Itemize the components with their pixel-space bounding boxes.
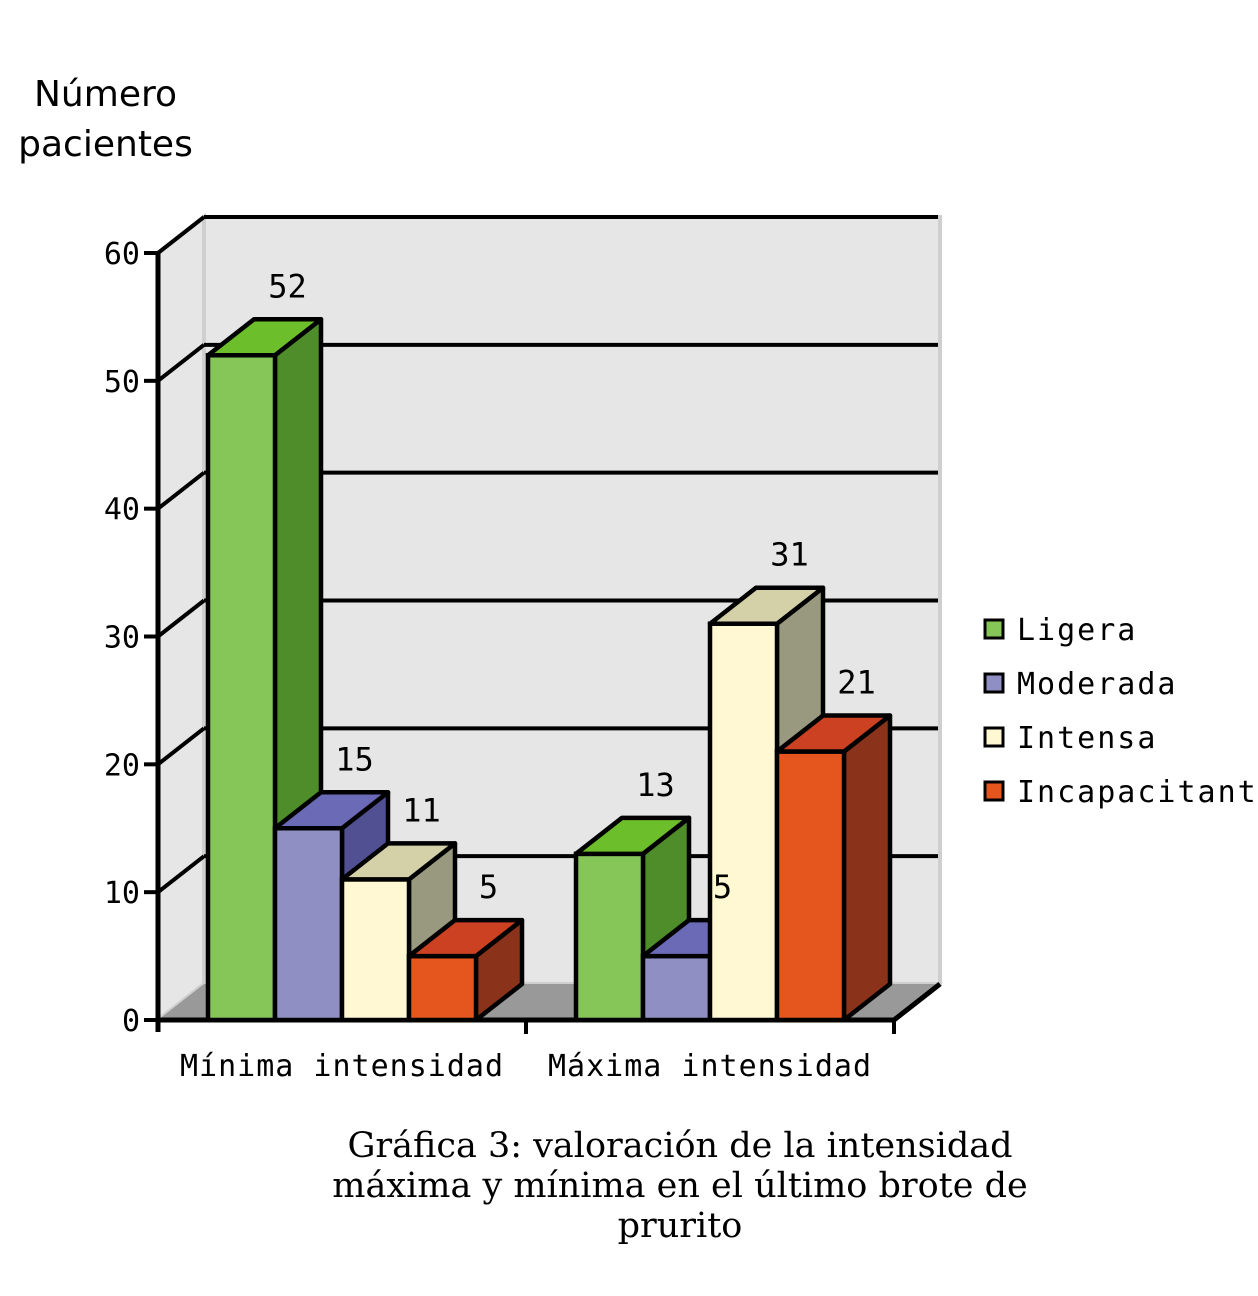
bar <box>774 713 893 1023</box>
y-tick-label: 20 <box>104 748 140 783</box>
bar-top <box>339 841 458 882</box>
gridline-side <box>156 854 206 894</box>
y-tick-label: 50 <box>104 365 140 400</box>
y-tick-label: 0 <box>122 1004 140 1039</box>
gridline-side <box>156 726 206 766</box>
legend-label: Moderada <box>1017 667 1178 702</box>
data-label: 21 <box>837 664 876 702</box>
y-tick-label: 30 <box>104 621 140 656</box>
gridline-side <box>156 598 206 639</box>
caption-line-2: máxima y mínima en el último brote de <box>332 1166 1028 1206</box>
bar-top <box>774 713 893 754</box>
y-axis-label-line-2: pacientes <box>18 124 193 165</box>
bar-front <box>640 953 713 1023</box>
bar-front <box>774 749 847 1023</box>
bar-top <box>272 790 391 831</box>
legend-item: Incapacitante <box>983 775 1258 810</box>
data-label: 52 <box>268 267 307 305</box>
legend-item: Ligera <box>983 613 1137 648</box>
legend-label: Ligera <box>1017 613 1137 648</box>
x-tick-label: Mínima intensidad <box>180 1049 504 1084</box>
legend-item: Moderada <box>983 667 1178 702</box>
bar-top <box>205 317 324 358</box>
gridline-side <box>156 471 206 511</box>
legend-item: Intensa <box>983 721 1157 756</box>
bar <box>406 917 525 1023</box>
bar-front <box>339 877 412 1023</box>
chart-caption: Gráfica 3: valoración de la intensidad m… <box>230 1126 1130 1246</box>
bar-front <box>707 621 780 1023</box>
legend-label: Intensa <box>1017 721 1157 756</box>
x-axis-depth <box>892 982 942 1022</box>
bar-side <box>841 713 893 1023</box>
legend-swatch <box>983 780 1005 802</box>
bar-top <box>707 585 826 626</box>
legend-swatch <box>983 618 1005 640</box>
caption-line-1: Gráfica 3: valoración de la intensidad <box>347 1126 1013 1166</box>
data-label: 5 <box>713 868 732 906</box>
y-tick-label: 40 <box>104 493 140 528</box>
legend-swatch <box>983 726 1005 748</box>
bar <box>573 815 692 1023</box>
bar-top <box>406 917 525 959</box>
bar-top <box>573 815 692 857</box>
y-axis-label: Número pacientes <box>18 70 193 170</box>
gridline-side <box>156 215 206 255</box>
data-label: 31 <box>770 536 809 574</box>
y-tick-label: 10 <box>104 876 140 911</box>
bar-front <box>272 826 345 1023</box>
caption-line-3: prurito <box>617 1206 743 1246</box>
bar-front <box>205 353 278 1023</box>
y-axis-label-line-1: Número <box>34 74 177 115</box>
y-tick-label: 60 <box>104 237 140 272</box>
legend-label: Incapacitante <box>1017 775 1258 810</box>
bar-front <box>573 851 646 1023</box>
data-label: 11 <box>402 791 441 829</box>
data-label: 5 <box>479 868 498 906</box>
data-label: 15 <box>335 740 374 778</box>
x-tick-label: Máxima intensidad <box>548 1049 872 1084</box>
data-label: 13 <box>636 766 675 804</box>
legend-swatch <box>983 672 1005 694</box>
bar-front <box>406 953 479 1023</box>
gridline-side <box>156 343 206 383</box>
